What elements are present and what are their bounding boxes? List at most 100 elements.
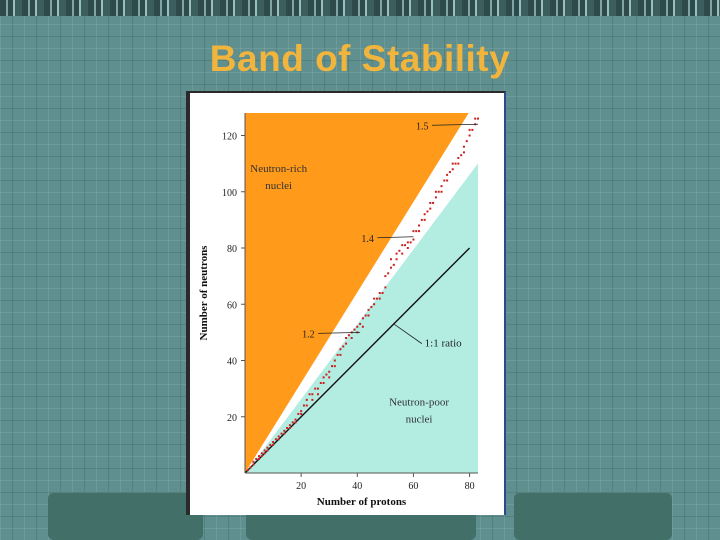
stable-nucleus-point (308, 393, 311, 396)
y-axis-label: Number of neutrons (198, 245, 210, 341)
y-tick-label: 60 (227, 300, 237, 311)
stable-nucleus-point (434, 190, 437, 193)
decorative-bar-right (514, 492, 672, 540)
stable-nucleus-point (384, 275, 387, 278)
ratio-annotation-label: 1.2 (302, 329, 315, 340)
stable-nucleus-point (423, 213, 426, 216)
stable-nucleus-point (291, 421, 294, 424)
stable-nucleus-point (434, 196, 437, 199)
slide-title: Band of Stability (209, 38, 511, 79)
stable-nucleus-point (429, 202, 432, 204)
stable-nucleus-point (277, 435, 280, 438)
stable-nucleus-point (333, 365, 336, 368)
y-tick-label: 40 (227, 357, 237, 368)
stable-nucleus-point (283, 429, 286, 432)
stable-nucleus-point (446, 179, 449, 182)
stable-nucleus-point (361, 325, 364, 328)
stable-nucleus-point (398, 249, 401, 252)
y-tick-label: 120 (222, 132, 237, 143)
stable-nucleus-point (305, 404, 308, 407)
stable-nucleus-point (443, 179, 446, 182)
stable-nucleus-point (387, 272, 390, 275)
ratio-line-label-leader (393, 323, 423, 344)
region-label-neutron-rich: Neutron-rich (250, 163, 307, 175)
top-decorative-strip (0, 0, 720, 16)
stable-nucleus-point (440, 185, 443, 188)
stable-nucleus-point (373, 297, 376, 300)
neutron-poor-region (245, 163, 478, 473)
stable-nucleus-point (342, 345, 345, 348)
stable-nucleus-point (451, 162, 454, 165)
stable-nucleus-point (389, 266, 392, 269)
stable-nucleus-point (339, 348, 342, 351)
stable-nucleus-point (395, 252, 398, 255)
figure-frame: 1.5 1.4 1.2 20 40 60 80 100 120 20 40 60 80 Neutron… (186, 91, 506, 515)
stable-nucleus-point (392, 263, 395, 266)
stable-nucleus-point (272, 441, 275, 444)
stable-nucleus-point (294, 418, 297, 421)
stable-nucleus-point (300, 410, 303, 413)
x-tick-label: 80 (465, 481, 475, 492)
stable-nucleus-point (345, 337, 348, 339)
stable-nucleus-point (373, 303, 376, 306)
stable-nucleus-point (457, 162, 460, 165)
ratio-annotation-label: 1.4 (361, 234, 374, 245)
stable-nucleus-point (412, 238, 415, 241)
region-label-neutron-poor-line2: nuclei (406, 413, 433, 425)
stable-nucleus-point (288, 427, 291, 429)
stable-nucleus-point (260, 452, 263, 455)
stable-nucleus-point (263, 452, 266, 455)
stable-nucleus-point (302, 404, 305, 407)
stable-nucleus-point (269, 443, 272, 446)
stable-nucleus-point (462, 151, 465, 154)
stable-nucleus-point (266, 446, 269, 449)
stable-nucleus-point (288, 424, 291, 427)
stable-nucleus-point (255, 457, 258, 460)
stable-nucleus-point (384, 286, 387, 289)
stable-nucleus-point (370, 306, 373, 309)
decorative-bar-left (48, 492, 203, 540)
stable-nucleus-point (426, 210, 429, 213)
stable-nucleus-point (361, 317, 364, 320)
stable-nucleus-point (415, 230, 418, 233)
y-tick-label: 80 (227, 244, 237, 255)
stable-nucleus-point (345, 342, 348, 345)
stable-nucleus-point (274, 438, 277, 441)
stable-nucleus-point (350, 337, 353, 339)
stable-nucleus-point (471, 128, 474, 131)
stable-nucleus-point (258, 457, 261, 460)
stable-nucleus-point (246, 469, 249, 472)
stable-nucleus-point (277, 438, 280, 441)
stable-nucleus-point (300, 412, 303, 415)
stable-nucleus-point (378, 297, 381, 300)
stable-nucleus-point (286, 427, 289, 429)
stable-nucleus-point (418, 230, 421, 233)
stable-nucleus-point (314, 387, 317, 390)
ratio-line-label: 1:1 ratio (425, 337, 462, 349)
ratio-annotation-leader (377, 236, 414, 239)
stable-nucleus-point (381, 292, 384, 294)
ratio-line-1-to-1 (244, 247, 471, 474)
x-axis-label: Number of protons (317, 496, 407, 508)
stable-nucleus-point (401, 244, 404, 247)
stable-nucleus-point (420, 218, 423, 221)
x-tick-label: 60 (408, 481, 418, 492)
y-tick-label: 100 (222, 188, 237, 199)
stable-nucleus-point (260, 455, 263, 458)
stable-nucleus-point (331, 365, 334, 368)
stable-nucleus-point (316, 393, 319, 396)
stable-nucleus-point (249, 466, 252, 469)
stable-nucleus-point (474, 117, 477, 120)
stable-nucleus-point (272, 443, 275, 446)
stable-nucleus-point (451, 168, 454, 171)
stable-nucleus-point (465, 140, 468, 143)
stable-nucleus-point (462, 145, 465, 148)
stable-nucleus-point (457, 157, 460, 159)
stable-nucleus-point (328, 376, 331, 379)
stable-nucleus-point (389, 258, 392, 261)
stable-nucleus-point (446, 173, 449, 176)
stable-nucleus-point (412, 230, 415, 233)
stable-nucleus-point (409, 241, 412, 244)
stable-nucleus-point (454, 162, 457, 165)
stable-nucleus-point (367, 314, 370, 317)
